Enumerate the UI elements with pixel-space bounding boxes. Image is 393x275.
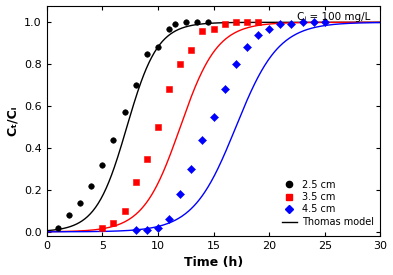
Legend: 2.5 cm, 3.5 cm, 4.5 cm, Thomas model: 2.5 cm, 3.5 cm, 4.5 cm, Thomas model <box>280 178 376 229</box>
X-axis label: Time (h): Time (h) <box>184 257 243 269</box>
Y-axis label: Cₜ/Cᵢ: Cₜ/Cᵢ <box>6 106 18 136</box>
Text: Cᵢ = 100 mg/L: Cᵢ = 100 mg/L <box>297 12 371 23</box>
